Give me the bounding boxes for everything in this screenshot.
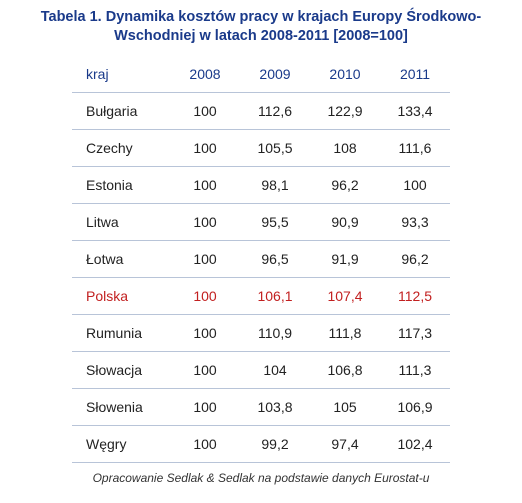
table-row: Węgry10099,297,4102,4 [72, 425, 450, 462]
cell-value: 90,9 [310, 203, 380, 240]
cell-value: 100 [170, 314, 240, 351]
cell-value: 105,5 [240, 129, 310, 166]
data-table: kraj 2008 2009 2010 2011 Bułgaria100112,… [72, 56, 450, 463]
cell-value: 106,9 [380, 388, 450, 425]
cell-country: Bułgaria [72, 92, 170, 129]
cell-value: 105 [310, 388, 380, 425]
cell-value: 91,9 [310, 240, 380, 277]
table-footnote: Opracowanie Sedlak & Sedlak na podstawie… [10, 471, 512, 485]
cell-value: 97,4 [310, 425, 380, 462]
cell-value: 100 [380, 166, 450, 203]
cell-country: Estonia [72, 166, 170, 203]
cell-value: 100 [170, 92, 240, 129]
cell-value: 122,9 [310, 92, 380, 129]
cell-value: 100 [170, 351, 240, 388]
cell-value: 108 [310, 129, 380, 166]
cell-value: 106,8 [310, 351, 380, 388]
cell-country: Łotwa [72, 240, 170, 277]
table-title: Tabela 1. Dynamika kosztów pracy w kraja… [10, 8, 512, 46]
col-header-2009: 2009 [240, 56, 310, 93]
table-row: Czechy100105,5108111,6 [72, 129, 450, 166]
cell-value: 98,1 [240, 166, 310, 203]
table-row: Estonia10098,196,2100 [72, 166, 450, 203]
table-wrap: kraj 2008 2009 2010 2011 Bułgaria100112,… [10, 56, 512, 463]
cell-value: 112,6 [240, 92, 310, 129]
table-row: Słowenia100103,8105106,9 [72, 388, 450, 425]
cell-country: Czechy [72, 129, 170, 166]
cell-value: 95,5 [240, 203, 310, 240]
cell-value: 107,4 [310, 277, 380, 314]
table-row: Bułgaria100112,6122,9133,4 [72, 92, 450, 129]
cell-value: 112,5 [380, 277, 450, 314]
col-header-2011: 2011 [380, 56, 450, 93]
cell-value: 100 [170, 240, 240, 277]
cell-value: 106,1 [240, 277, 310, 314]
cell-country: Rumunia [72, 314, 170, 351]
cell-value: 111,8 [310, 314, 380, 351]
cell-value: 96,2 [380, 240, 450, 277]
page-container: Tabela 1. Dynamika kosztów pracy w kraja… [0, 0, 522, 491]
cell-value: 110,9 [240, 314, 310, 351]
cell-value: 100 [170, 277, 240, 314]
table-row: Litwa10095,590,993,3 [72, 203, 450, 240]
cell-value: 100 [170, 166, 240, 203]
cell-value: 111,3 [380, 351, 450, 388]
cell-value: 93,3 [380, 203, 450, 240]
cell-country: Słowacja [72, 351, 170, 388]
table-row: Polska100106,1107,4112,5 [72, 277, 450, 314]
cell-value: 99,2 [240, 425, 310, 462]
cell-value: 104 [240, 351, 310, 388]
col-header-country: kraj [72, 56, 170, 93]
cell-value: 96,2 [310, 166, 380, 203]
table-head: kraj 2008 2009 2010 2011 [72, 56, 450, 93]
cell-value: 111,6 [380, 129, 450, 166]
cell-country: Węgry [72, 425, 170, 462]
cell-country: Słowenia [72, 388, 170, 425]
table-row: Łotwa10096,591,996,2 [72, 240, 450, 277]
cell-value: 96,5 [240, 240, 310, 277]
cell-value: 100 [170, 425, 240, 462]
cell-value: 117,3 [380, 314, 450, 351]
cell-value: 100 [170, 203, 240, 240]
cell-value: 133,4 [380, 92, 450, 129]
cell-country: Litwa [72, 203, 170, 240]
table-row: Rumunia100110,9111,8117,3 [72, 314, 450, 351]
cell-value: 103,8 [240, 388, 310, 425]
col-header-2008: 2008 [170, 56, 240, 93]
cell-value: 100 [170, 129, 240, 166]
table-row: Słowacja100104106,8111,3 [72, 351, 450, 388]
cell-value: 100 [170, 388, 240, 425]
table-body: Bułgaria100112,6122,9133,4Czechy100105,5… [72, 92, 450, 462]
cell-country: Polska [72, 277, 170, 314]
cell-value: 102,4 [380, 425, 450, 462]
col-header-2010: 2010 [310, 56, 380, 93]
header-row: kraj 2008 2009 2010 2011 [72, 56, 450, 93]
